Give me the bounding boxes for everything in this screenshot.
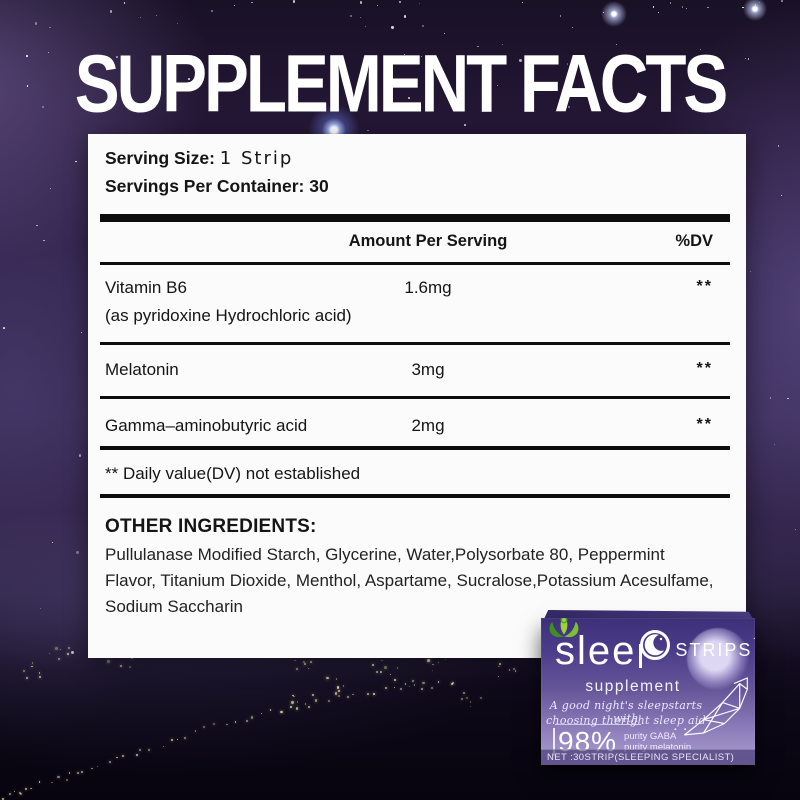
page-title: SUPPLEMENT FACTS: [74, 37, 729, 129]
brand-name: slee: [555, 629, 637, 673]
product-box: slee STRIPS✦ supplement A good night's s…: [541, 610, 755, 765]
divider: [100, 262, 730, 265]
other-ingredients-text: Pullulanase Modified Starch, Glycerine, …: [105, 545, 714, 616]
serving-size-line: Serving Size: 1 Strip: [105, 148, 293, 169]
serving-size-value: 1 Strip: [219, 148, 294, 169]
row-vitamin-b6-dv: **: [696, 278, 713, 295]
divider: [100, 342, 730, 345]
moon-icon: [687, 628, 749, 690]
row-gaba-name: Gamma–aminobutyric acid: [105, 416, 308, 435]
row-vitamin-b6-amount: 1.6mg: [404, 278, 452, 297]
row-vitamin-b6-subtext: (as pyridoxine Hydrochloric acid): [105, 306, 352, 325]
serving-size-label: Serving Size:: [105, 148, 215, 168]
other-ingredients-title: OTHER INGREDIENTS:: [105, 516, 317, 537]
box-front-face: slee STRIPS✦ supplement A good night's s…: [541, 618, 755, 765]
net-weight-label: NET :30STRIP(SLEEPING SPECIALIST): [541, 749, 755, 765]
box-top-face: [544, 610, 753, 619]
thick-divider: [100, 214, 730, 222]
column-header-dv: %DV: [675, 232, 713, 250]
purity-lines: ▪ ▪ purity GABA purity melatonin: [624, 727, 692, 753]
supplement-label: supplement: [585, 678, 681, 695]
origami-wing-icon: [683, 677, 748, 736]
moon-p-icon: [639, 630, 671, 668]
slogan-line-1: A good night's sleepstarts with: [549, 699, 703, 725]
daily-value-footnote: ** Daily value(DV) not established: [105, 464, 361, 483]
sparkle-icon: ✦: [752, 634, 755, 645]
row-melatonin-amount: 3mg: [411, 360, 445, 379]
leaf-logo-icon: [549, 618, 579, 638]
row-vitamin-b6-name: Vitamin B6: [105, 278, 187, 297]
brand-row: slee STRIPS✦: [555, 626, 755, 673]
purity-gaba: purity GABA: [624, 731, 677, 742]
row-gaba-dv: **: [696, 416, 713, 433]
thick-divider: [100, 446, 730, 450]
row-gaba-amount: 2mg: [411, 416, 445, 435]
divider-line: [555, 724, 641, 725]
row-melatonin-dv: **: [696, 360, 713, 377]
brand-strips-label: STRIPS✦: [675, 634, 755, 661]
column-header-amount: Amount Per Serving: [348, 232, 508, 250]
servings-per-container: Servings Per Container: 30: [105, 176, 329, 196]
dots-decoration: ▪ ▪: [674, 727, 690, 733]
divider: [100, 396, 730, 399]
supplement-facts-panel: Serving Size: 1 Strip Servings Per Conta…: [88, 134, 746, 658]
thick-divider: [100, 494, 730, 498]
slogan-line-2: choosing theright sleep aid: [545, 714, 707, 727]
purity-melatonin: purity melatonin: [624, 742, 692, 753]
row-melatonin-name: Melatonin: [105, 360, 179, 379]
